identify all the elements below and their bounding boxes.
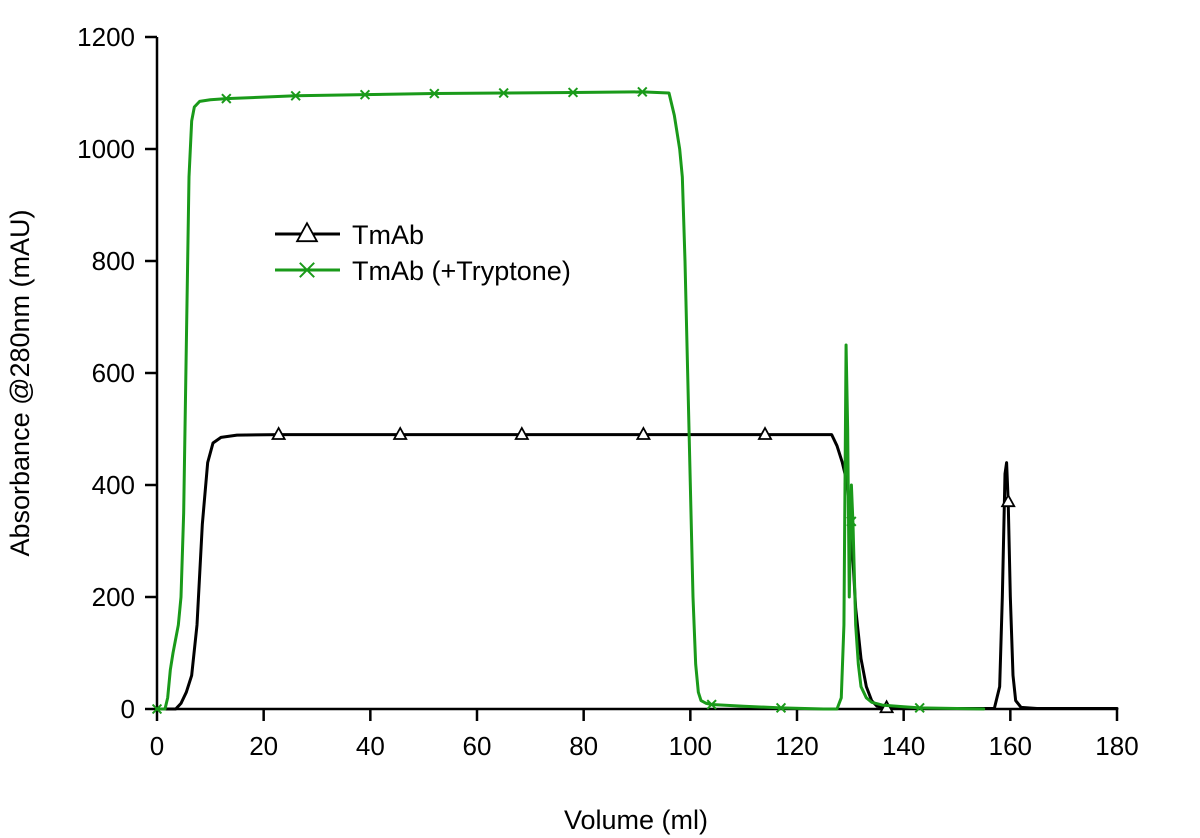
data-point-marker — [359, 89, 371, 100]
x-axis: 0 20 40 60 80 100 120 140 160 180 — [150, 707, 1139, 761]
x-tick-label: 40 — [356, 731, 385, 761]
x-tick-label: 160 — [989, 731, 1032, 761]
data-point-marker — [290, 90, 301, 101]
x-tick-label: 140 — [882, 731, 925, 761]
series-line — [155, 90, 986, 711]
x-tick-label: 80 — [569, 731, 598, 761]
data-point-marker — [221, 93, 232, 104]
data-point-marker — [271, 426, 287, 440]
data-point-marker — [151, 703, 163, 715]
series-group — [151, 86, 1119, 715]
legend-label: TmAb (+Tryptone) — [352, 256, 571, 286]
data-point-marker — [635, 426, 651, 440]
x-tick-label: 100 — [669, 731, 712, 761]
y-axis-title: Absorbance @280nm (mAU) — [5, 209, 35, 556]
y-tick-label: 400 — [92, 470, 135, 500]
data-point-marker — [392, 426, 408, 440]
legend-label: TmAb — [352, 220, 424, 250]
data-point-marker — [757, 426, 773, 440]
series-tmab-tryptone — [151, 86, 986, 715]
legend-entry: TmAb — [275, 220, 424, 250]
data-point-marker — [706, 699, 717, 710]
y-tick-label: 0 — [121, 694, 135, 724]
legend-entry: TmAb (+Tryptone) — [275, 256, 571, 286]
data-point-marker — [1000, 493, 1016, 508]
data-point-marker — [429, 88, 440, 99]
y-tick-label: 1200 — [77, 22, 135, 52]
legend: TmAb TmAb (+Tryptone) — [275, 220, 571, 286]
data-point-marker — [775, 702, 787, 713]
data-point-marker — [498, 87, 509, 99]
x-tick-label: 180 — [1095, 731, 1138, 761]
data-point-marker — [914, 702, 925, 713]
data-point-marker — [637, 86, 648, 97]
series-tmab — [155, 426, 1119, 714]
y-tick-label: 1000 — [77, 134, 135, 164]
data-point-marker — [567, 87, 579, 98]
y-axis: 0 200 400 600 800 1000 1200 — [77, 22, 159, 724]
legend-marker — [299, 262, 315, 278]
data-point-marker — [514, 426, 530, 440]
series-line — [155, 433, 1119, 711]
legend-marker — [295, 221, 319, 243]
x-tick-label: 20 — [249, 731, 278, 761]
y-tick-label: 600 — [92, 358, 135, 388]
x-axis-title: Volume (ml) — [564, 805, 708, 835]
x-tick-label: 0 — [150, 731, 164, 761]
y-tick-label: 200 — [92, 582, 135, 612]
y-tick-label: 800 — [92, 246, 135, 276]
x-tick-label: 60 — [463, 731, 492, 761]
x-tick-label: 120 — [775, 731, 818, 761]
data-point-marker — [846, 516, 857, 527]
